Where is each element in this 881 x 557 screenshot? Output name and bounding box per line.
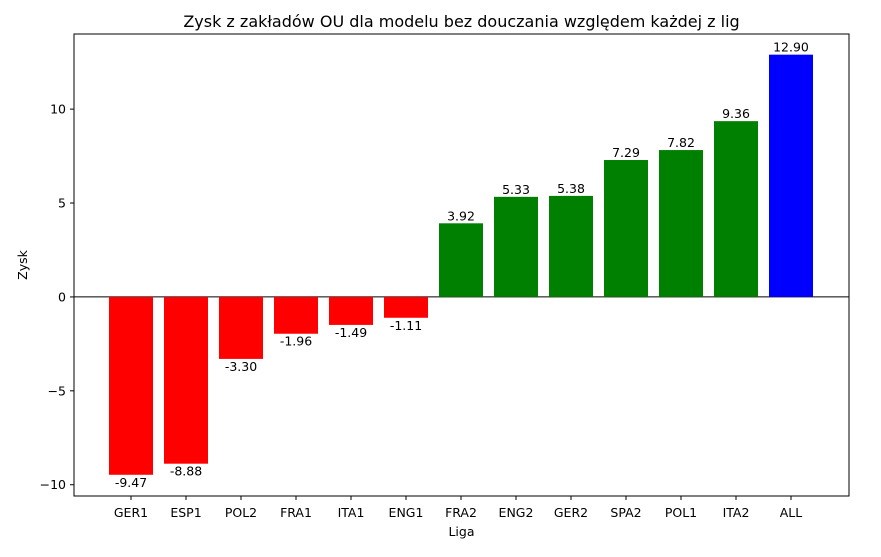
bar-value-label: -9.47: [115, 475, 147, 490]
bar-fra1: [274, 296, 318, 334]
bar-value-label: -8.88: [170, 464, 202, 479]
x-axis-label: Liga: [448, 524, 474, 539]
bar-esp1: [164, 296, 208, 464]
x-tick-label: ENG2: [499, 505, 534, 520]
bar-value-label: 12.90: [773, 40, 809, 55]
x-tick-label: ENG1: [389, 505, 424, 520]
x-tick-label: GER1: [114, 505, 148, 520]
bar-value-label: -3.30: [225, 359, 257, 374]
bar-value-label: -1.49: [335, 325, 367, 340]
x-tick-label: GER2: [554, 505, 588, 520]
bar-eng2: [494, 196, 538, 297]
x-tick-label: POL2: [225, 505, 257, 520]
bar-ger2: [549, 195, 593, 297]
x-tick-label: ALL: [780, 505, 803, 520]
x-tick-label: FRA2: [445, 505, 477, 520]
x-tick-label: ITA2: [723, 505, 750, 520]
bar-fra2: [439, 223, 483, 297]
bar-pol2: [219, 296, 263, 359]
y-axis-ticks: −10 −5 0 5 10: [40, 102, 74, 492]
bar-ita2: [714, 121, 758, 297]
x-tick-label: SPA2: [610, 505, 641, 520]
x-tick-label: FRA1: [280, 505, 312, 520]
bar-value-label: -1.11: [390, 318, 422, 333]
x-tick-label: ESP1: [170, 505, 201, 520]
bar-value-label: 9.36: [722, 106, 750, 121]
bar-spa2: [604, 160, 648, 297]
bar-eng1: [384, 296, 428, 318]
y-tick-label: 0: [58, 289, 66, 304]
bar-value-label: 5.38: [557, 181, 585, 196]
bar-value-label: 5.33: [502, 182, 530, 197]
bar-group: -9.47 -8.88 -3.30 -1.96 -1.49 -1.11 3.92 5.33 5.…: [109, 40, 813, 490]
bar-ger1: [109, 296, 153, 475]
bar-value-label: 7.82: [667, 135, 695, 150]
x-tick-label: POL1: [665, 505, 697, 520]
y-tick-label: −5: [48, 383, 66, 398]
y-tick-label: −10: [40, 477, 66, 492]
bar-value-label: 7.29: [612, 145, 640, 160]
bar-value-label: -1.96: [280, 334, 312, 349]
bar-value-label: 3.92: [447, 208, 475, 223]
chart-title: Zysk z zakładów OU dla modelu bez doucza…: [183, 12, 739, 31]
x-tick-label: ITA1: [338, 505, 365, 520]
bar-all: [769, 54, 813, 297]
x-axis-ticks: GER1 ESP1 POL2 FRA1 ITA1 ENG1 FRA2 ENG2 GER2 SPA2…: [114, 496, 802, 520]
y-axis-label: Zysk: [15, 249, 30, 279]
bar-pol1: [659, 150, 703, 297]
bar-ita1: [329, 296, 373, 325]
y-tick-label: 10: [50, 102, 66, 117]
y-tick-label: 5: [58, 196, 66, 211]
